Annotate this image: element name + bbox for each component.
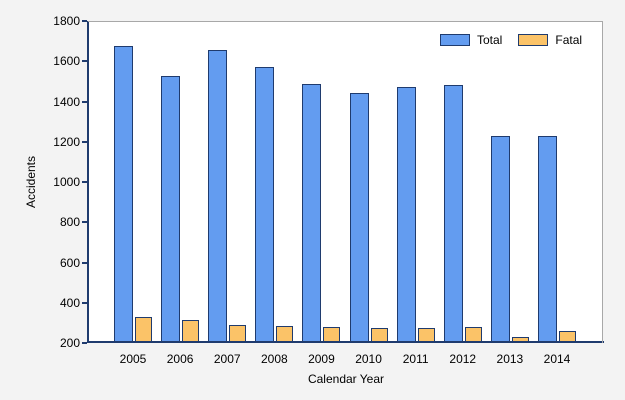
legend-item-total: Total [440, 33, 502, 47]
bar-fatal-2008 [276, 326, 294, 343]
y-tick-mark [82, 261, 87, 264]
y-tick-mark [82, 342, 87, 344]
y-tick-label: 1000 [53, 175, 80, 189]
y-tick-mark [82, 20, 87, 22]
x-tick-label: 2005 [119, 352, 147, 366]
x-tick-label: 2014 [543, 352, 571, 366]
bar-total-2005 [114, 46, 133, 343]
bar-total-2013 [490, 135, 510, 343]
bar-fatal-2014 [559, 330, 576, 343]
x-tick-label: 2007 [213, 352, 241, 366]
legend: Total Fatal [440, 33, 582, 47]
x-tick-label: 2013 [496, 352, 524, 366]
bar-total-2012 [443, 85, 463, 343]
legend-label: Fatal [555, 33, 583, 47]
bar-fatal-2012 [464, 327, 482, 343]
y-tick-mark [82, 181, 87, 183]
y-tick-label: 400 [59, 295, 80, 310]
bar-total-2009 [302, 84, 322, 343]
x-tick-label: 2012 [449, 352, 477, 366]
bar-fatal-2005 [135, 317, 152, 343]
x-tick-label: 2008 [260, 352, 288, 366]
bar-total-2014 [538, 135, 557, 343]
x-tick-label: 2009 [308, 352, 335, 366]
bar-fatal-2009 [323, 326, 341, 343]
y-tick-mark [82, 221, 87, 224]
legend-swatch-total [440, 34, 470, 46]
y-tick-mark [82, 140, 87, 143]
y-tick-label: 600 [59, 255, 80, 270]
y-axis-title: Accidents [24, 155, 38, 209]
x-axis-line [87, 341, 604, 343]
x-tick-label: 2010 [355, 352, 382, 366]
y-tick-mark [82, 100, 87, 103]
legend-swatch-fatal [518, 34, 549, 46]
bar-total-2007 [208, 49, 228, 343]
y-tick-label: 1800 [53, 14, 80, 28]
y-tick-mark [82, 301, 87, 304]
bar-total-2010 [349, 93, 369, 343]
bar-total-2011 [396, 86, 416, 343]
plot-area: Total Fatal [88, 21, 603, 343]
x-tick-label: 2006 [166, 352, 194, 366]
y-tick-label: 1200 [53, 134, 80, 149]
bar-fatal-2006 [182, 320, 200, 343]
bar-total-2006 [161, 76, 181, 343]
y-tick-label: 1600 [53, 54, 80, 69]
y-tick-mark [82, 60, 87, 63]
bar-fatal-2010 [370, 327, 388, 343]
bar-fatal-2011 [417, 327, 435, 343]
x-axis-title: Calendar Year [307, 372, 385, 386]
bar-fatal-2007 [229, 324, 247, 343]
legend-item-fatal: Fatal [518, 33, 582, 47]
y-tick-label: 1400 [53, 94, 80, 109]
legend-label: Total [477, 33, 503, 47]
bar-fatal-2013 [511, 336, 529, 343]
bar-total-2008 [255, 67, 275, 343]
y-tick-label: 200 [59, 336, 80, 350]
y-tick-label: 800 [59, 215, 80, 230]
x-tick-label: 2011 [402, 352, 429, 366]
y-axis-line [87, 21, 89, 343]
